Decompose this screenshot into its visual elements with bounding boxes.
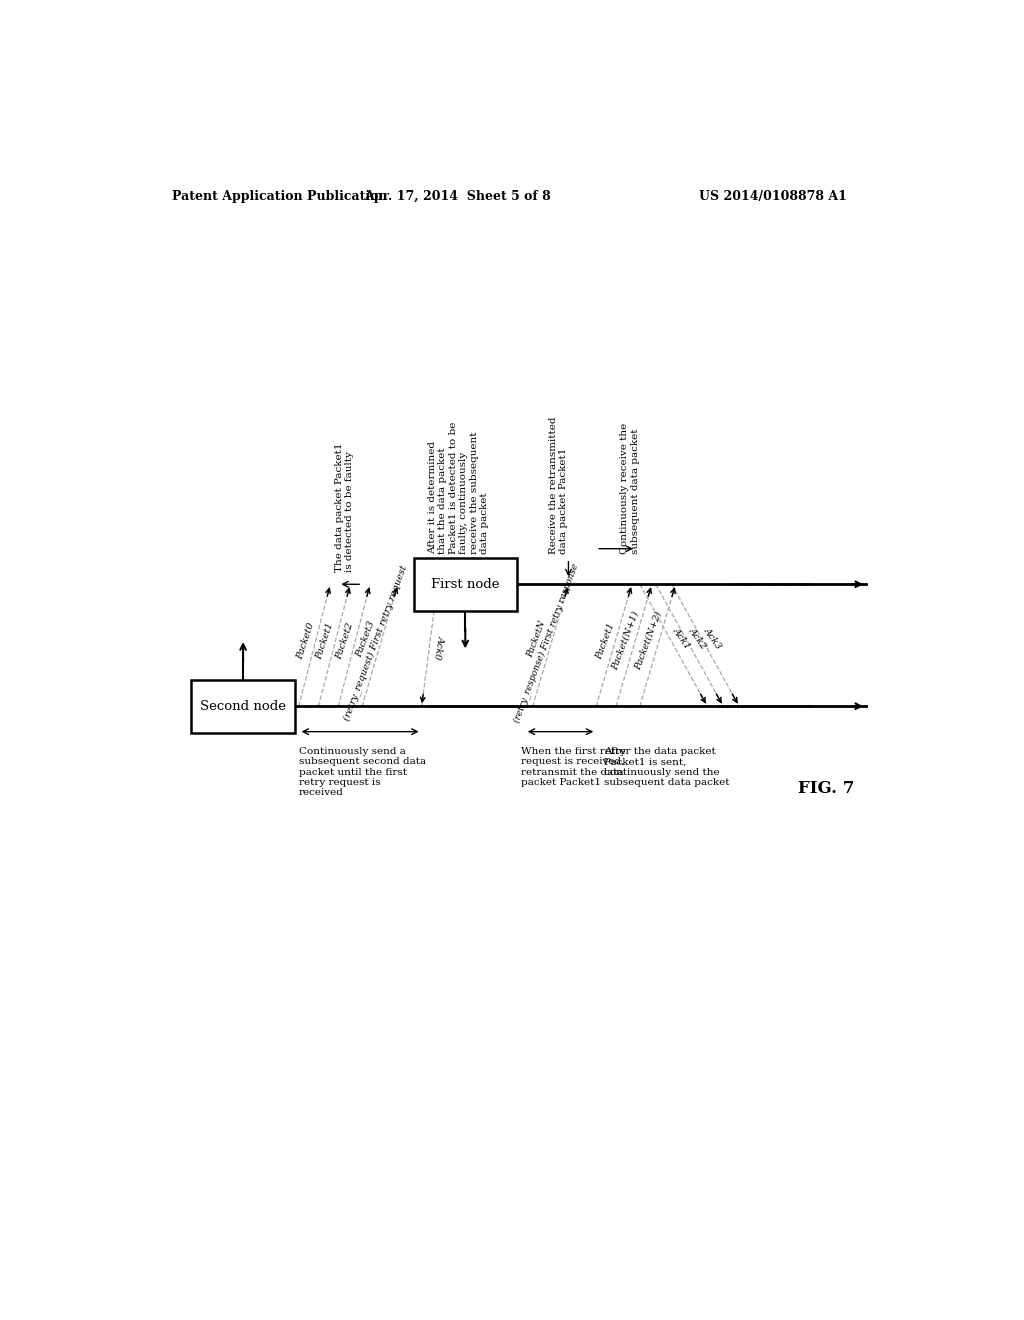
Text: Continuously send a
subsequent second data
packet until the first
retry request : Continuously send a subsequent second da… (299, 747, 426, 797)
Text: FIG. 7: FIG. 7 (798, 780, 855, 797)
Text: US 2014/0108878 A1: US 2014/0108878 A1 (699, 190, 847, 202)
Text: First node: First node (431, 578, 500, 591)
Text: Packet(N+1): Packet(N+1) (610, 610, 640, 672)
Text: Packet2: Packet2 (335, 622, 355, 661)
Text: When the first retry
request is received,
retransmit the data
packet Packet1: When the first retry request is received… (521, 747, 626, 787)
Text: After the data packet
Packet1 is sent,
continuously send the
subsequent data pac: After the data packet Packet1 is sent, c… (604, 747, 730, 787)
Text: Packet(N+2): Packet(N+2) (634, 610, 664, 672)
Text: Packet1: Packet1 (594, 622, 616, 660)
FancyBboxPatch shape (414, 558, 517, 611)
Text: Ack0: Ack0 (432, 635, 445, 660)
Text: Apr. 17, 2014  Sheet 5 of 8: Apr. 17, 2014 Sheet 5 of 8 (364, 190, 551, 202)
Text: Ack2: Ack2 (687, 626, 708, 651)
Text: Receive the retransmitted
data packet Packet1: Receive the retransmitted data packet Pa… (549, 416, 568, 554)
Text: PacketN
(retry_response) First retry response: PacketN (retry_response) First retry res… (503, 558, 581, 723)
Text: Packet3
(retry_request) First retry request: Packet3 (retry_request) First retry requ… (333, 560, 410, 722)
Text: Second node: Second node (200, 700, 286, 713)
Text: Ack3: Ack3 (702, 626, 724, 651)
FancyBboxPatch shape (191, 680, 295, 733)
Text: Patent Application Publication: Patent Application Publication (172, 190, 387, 202)
Text: Continuously receive the
subsequent data packet: Continuously receive the subsequent data… (621, 422, 640, 554)
Text: Packet1: Packet1 (315, 622, 336, 661)
Text: Ack1: Ack1 (671, 626, 692, 651)
Text: After it is determined
that the data packet
Packet1 is detected to be
faulty, co: After it is determined that the data pac… (428, 421, 489, 554)
Text: The data packet Packet1
is detected to be faulty: The data packet Packet1 is detected to b… (335, 442, 354, 572)
Text: Packet0: Packet0 (295, 622, 315, 661)
